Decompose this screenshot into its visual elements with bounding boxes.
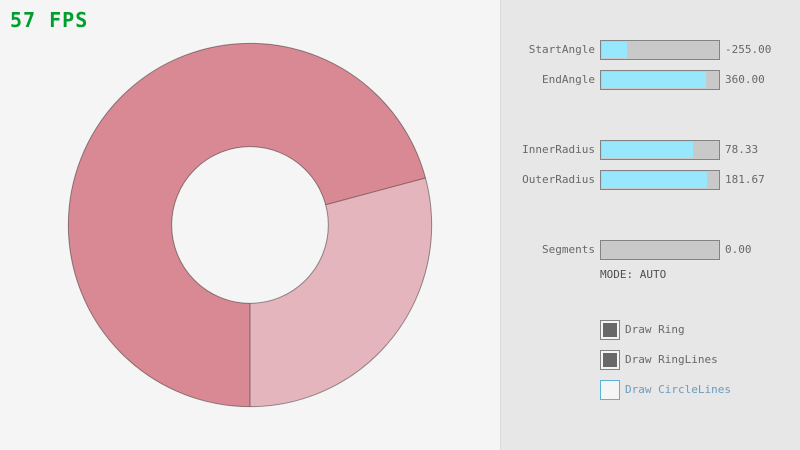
draw-circlelines-checkbox[interactable] [600, 380, 620, 400]
slider-row-innerradius: InnerRadius 78.33 [501, 140, 800, 160]
checkmark [603, 353, 617, 367]
slider-fill [602, 172, 707, 188]
innerradius-slider[interactable] [600, 140, 720, 160]
slider-row-segments: Segments 0.00 [501, 240, 800, 260]
endangle-slider[interactable] [600, 70, 720, 90]
controls-panel: StartAngle -255.00 EndAngle 360.00 Inner… [500, 0, 800, 450]
draw-ringlines-label: Draw RingLines [625, 353, 718, 366]
segments-slider[interactable] [600, 240, 720, 260]
fps-counter: 57 FPS [10, 8, 89, 32]
draw-ringlines-checkbox[interactable] [600, 350, 620, 370]
slider-fill [602, 42, 627, 58]
segments-mode-label: MODE: AUTO [600, 268, 667, 281]
innerradius-value: 78.33 [725, 143, 759, 156]
draw-ring-checkbox[interactable] [600, 320, 620, 340]
outerradius-value: 181.67 [725, 173, 765, 186]
outerradius-slider[interactable] [600, 170, 720, 190]
draw-circlelines-label: Draw CircleLines [625, 383, 731, 396]
startangle-label: StartAngle [528, 43, 595, 56]
endangle-label: EndAngle [542, 73, 595, 86]
slider-row-endangle: EndAngle 360.00 [501, 70, 800, 90]
endangle-value: 360.00 [725, 73, 765, 86]
slider-row-startangle: StartAngle -255.00 [501, 40, 800, 60]
slider-row-outerradius: OuterRadius 181.67 [501, 170, 800, 190]
startangle-slider[interactable] [600, 40, 720, 60]
checkmark [603, 323, 617, 337]
checkbox-row-draw-ring: Draw Ring [501, 320, 800, 340]
slider-fill [602, 142, 693, 158]
outerradius-label: OuterRadius [522, 173, 595, 186]
draw-ring-label: Draw Ring [625, 323, 685, 336]
slider-fill [602, 72, 706, 88]
donut-ring-chart [67, 42, 433, 408]
startangle-value: -255.00 [725, 43, 772, 56]
segments-value: 0.00 [725, 243, 752, 256]
checkbox-row-draw-ringlines: Draw RingLines [501, 350, 800, 370]
checkbox-row-draw-circlelines: Draw CircleLines [501, 380, 800, 400]
segments-label: Segments [542, 243, 595, 256]
innerradius-label: InnerRadius [522, 143, 595, 156]
